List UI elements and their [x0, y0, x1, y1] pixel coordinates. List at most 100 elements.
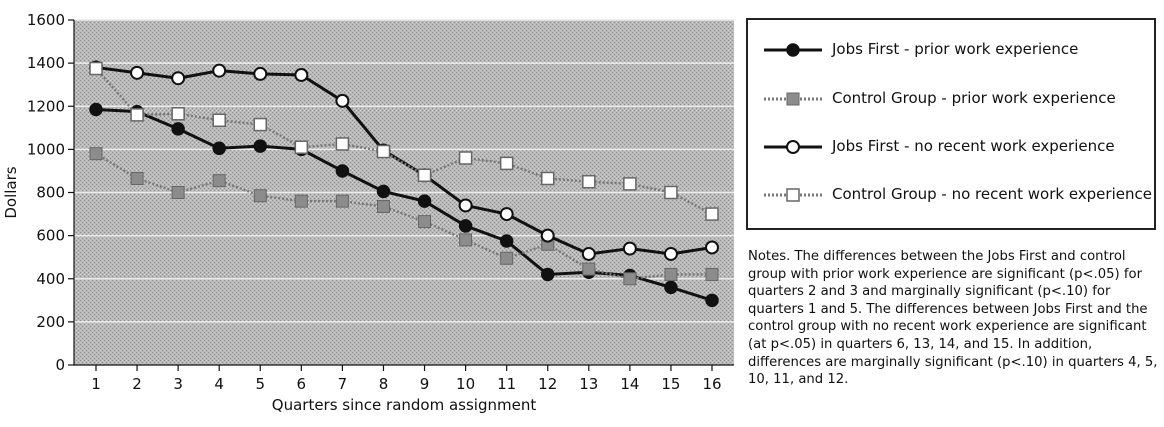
data-point: [582, 262, 596, 276]
legend: Jobs First - prior work experience Contr…: [746, 18, 1156, 230]
legend-symbol-filled-square: [764, 92, 822, 106]
x-tick-label: 11: [497, 375, 516, 393]
data-point: [376, 200, 390, 214]
data-point: [212, 141, 226, 156]
y-tick-label: 1600: [27, 11, 65, 29]
data-point: [664, 280, 678, 295]
data-point: [499, 207, 514, 222]
data-point: [212, 113, 226, 128]
legend-item-jobs-first-prior: Jobs First - prior work experience: [748, 30, 1154, 70]
legend-symbol-open-square: [764, 188, 822, 202]
legend-label: Control Group - prior work experience: [832, 89, 1116, 107]
x-tick-label: 3: [173, 375, 183, 393]
data-point: [540, 171, 555, 186]
data-point: [500, 251, 514, 265]
x-tick-label: 13: [579, 375, 598, 393]
x-tick-label: 14: [620, 375, 639, 393]
data-point: [335, 194, 349, 208]
data-point: [335, 137, 350, 151]
legend-label: Control Group - no recent work experienc…: [832, 185, 1152, 203]
data-point: [705, 267, 719, 281]
data-point: [499, 156, 514, 171]
data-point: [335, 164, 350, 178]
x-tick-label: 9: [420, 375, 430, 393]
series-line: [95, 152, 712, 280]
x-axis-label: Quarters since random assignment: [272, 396, 537, 414]
x-tick-label: 6: [297, 375, 307, 393]
data-point: [171, 186, 185, 199]
y-tick-label: 1200: [27, 97, 65, 115]
series-group: [89, 60, 719, 308]
y-tick-label: 1000: [27, 140, 65, 158]
data-point: [417, 168, 432, 182]
data-point: [582, 174, 596, 189]
legend-item-jobs-first-no-recent: Jobs First - no recent work experience: [748, 127, 1154, 167]
data-point: [294, 67, 309, 82]
data-point: [130, 108, 144, 122]
data-point: [253, 117, 268, 132]
x-tick-label: 4: [214, 375, 224, 393]
series-4: [89, 61, 719, 221]
x-tick-label: 16: [702, 375, 721, 393]
data-point: [253, 139, 268, 153]
data-point: [540, 228, 555, 243]
x-tick-label: 12: [538, 375, 557, 393]
y-tick-label: 600: [36, 227, 65, 245]
x-tick-label: 7: [338, 375, 348, 393]
series-3: [89, 60, 719, 261]
y-tick-label: 200: [36, 313, 65, 331]
x-tick-label: 1: [91, 375, 101, 393]
y-tick-label: 0: [55, 356, 65, 374]
data-point: [376, 144, 391, 159]
legend-symbol-filled-circle: [764, 43, 822, 57]
data-point: [171, 71, 186, 86]
data-point: [623, 272, 637, 286]
series-line: [95, 107, 713, 302]
data-point: [418, 215, 432, 229]
y-tick-label: 1400: [27, 54, 65, 72]
series-line: [95, 65, 713, 256]
data-point: [335, 93, 350, 108]
data-point: [705, 240, 719, 255]
legend-symbol-open-circle: [764, 140, 822, 154]
data-point: [89, 102, 103, 117]
data-point: [212, 174, 226, 188]
data-point: [376, 184, 391, 199]
x-tick-label: 2: [132, 375, 142, 393]
data-point: [459, 233, 473, 247]
data-point: [458, 198, 473, 213]
y-tick-label: 800: [36, 184, 65, 202]
data-point: [458, 219, 473, 233]
x-tick-label: 15: [661, 375, 680, 393]
data-point: [212, 63, 227, 78]
data-point: [581, 246, 596, 261]
data-point: [417, 194, 432, 208]
series-2: [89, 147, 719, 286]
chart-notes: Notes. The differences between the Jobs …: [748, 249, 1158, 388]
data-point: [664, 267, 678, 281]
data-point: [664, 185, 678, 200]
data-point: [623, 177, 637, 191]
y-tick-label: 400: [36, 270, 65, 288]
x-tick-label: 5: [255, 375, 265, 393]
legend-item-control-prior: Control Group - prior work experience: [748, 79, 1154, 119]
data-point: [705, 207, 719, 221]
data-point: [294, 194, 308, 208]
data-point: [499, 234, 514, 248]
legend-label: Jobs First - prior work experience: [832, 40, 1079, 58]
data-point: [89, 147, 103, 161]
data-point: [171, 107, 185, 121]
data-point: [171, 122, 185, 136]
data-point: [663, 246, 678, 261]
data-point: [89, 61, 103, 76]
data-point: [622, 241, 637, 256]
data-point: [253, 189, 267, 203]
data-point: [130, 65, 145, 80]
data-point: [130, 171, 144, 185]
data-point: [253, 66, 268, 81]
legend-label: Jobs First - no recent work experience: [832, 137, 1115, 155]
legend-item-control-no-recent: Control Group - no recent work experienc…: [748, 175, 1154, 215]
x-tick-label: 10: [456, 375, 475, 393]
